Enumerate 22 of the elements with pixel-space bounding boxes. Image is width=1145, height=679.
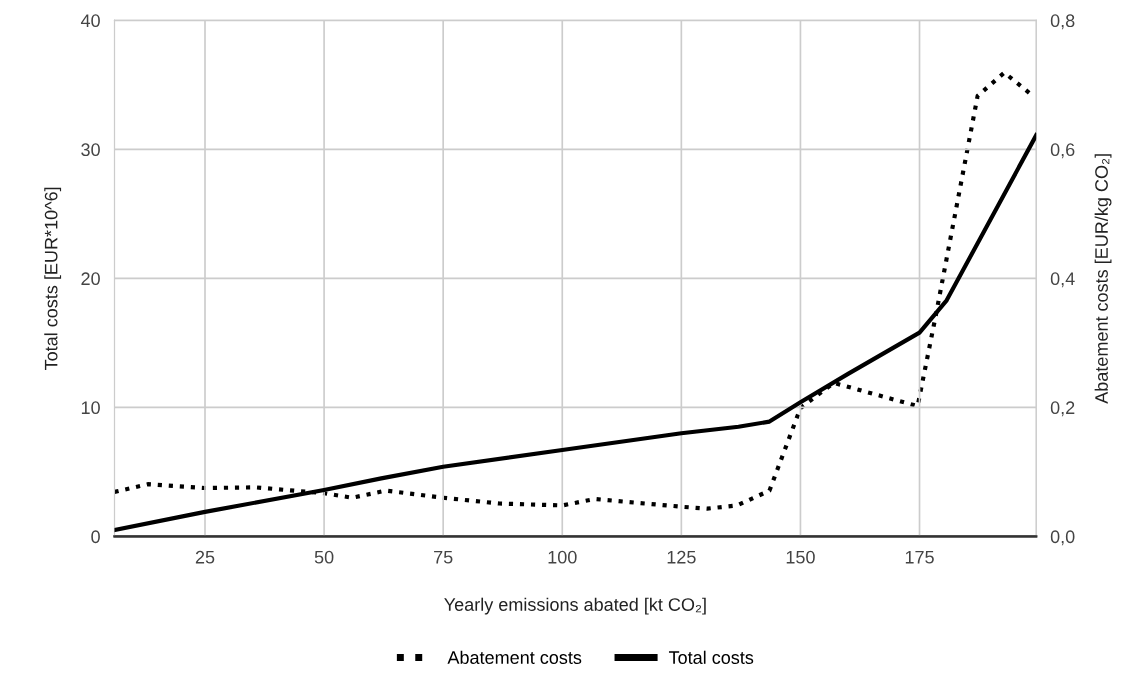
y-tick-label: 10 [81, 401, 100, 415]
x-axis-title: Yearly emissions abated [kt CO₂] [444, 597, 706, 615]
y-axis-title: Total costs [EUR*10^6] [44, 187, 62, 371]
legend-label: Total costs [668, 650, 754, 664]
y2-tick-label: 0,0 [1050, 530, 1075, 546]
x-tick-label: 150 [786, 550, 815, 564]
x-tick-label: 175 [905, 550, 934, 564]
x-tick-label: 25 [195, 550, 215, 564]
y2-tick-label: 0,6 [1050, 143, 1075, 159]
y-tick-label: 20 [81, 272, 100, 286]
x-tick-label: 75 [434, 550, 453, 564]
y-tick-label: 0 [91, 530, 100, 544]
y2-axis-title: Abatement costs [EUR/kg CO₂] [1094, 154, 1112, 404]
y-tick-label: 40 [80, 14, 100, 28]
x-tick-label: 125 [667, 550, 696, 564]
x-tick-label: 100 [548, 550, 577, 564]
y2-tick-label: 0,2 [1050, 401, 1075, 417]
y-tick-label: 30 [81, 143, 100, 157]
y2-tick-label: 0,8 [1050, 14, 1075, 30]
y2-tick-label: 0,4 [1050, 272, 1075, 288]
legend-label: Abatement costs [447, 650, 582, 664]
x-tick-label: 50 [314, 550, 334, 564]
